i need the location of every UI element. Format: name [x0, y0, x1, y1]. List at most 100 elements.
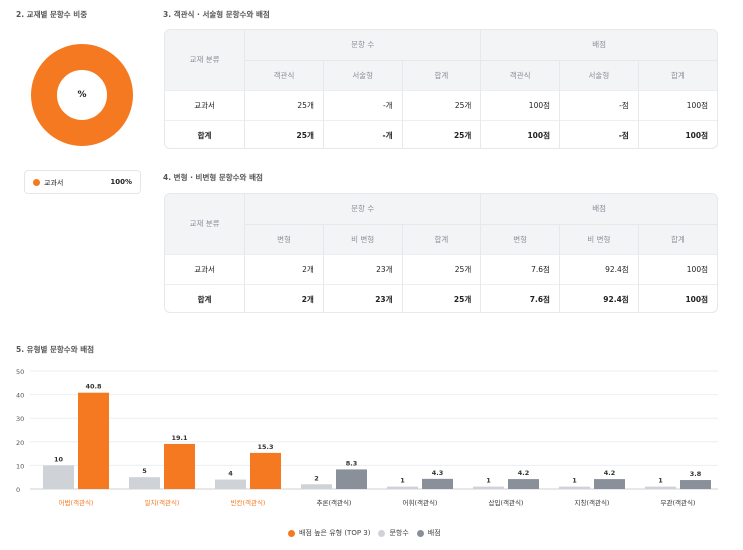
bar-count-label: 2 — [314, 474, 319, 482]
donut-legend: 교과서 100% — [24, 170, 141, 194]
x-category-label: 빈칸(객관식) — [231, 498, 266, 507]
bar-score-label: 15.3 — [257, 443, 273, 451]
bar-count-label: 4 — [228, 470, 233, 478]
legend-label-top3: 배점 높은 유형 (TOP 3) — [299, 529, 371, 537]
row-label: 교과서 — [165, 89, 245, 120]
x-category-label: 지칭(객관식) — [575, 498, 610, 507]
bar-score-label: 8.3 — [346, 459, 358, 467]
y-tick-label: 0 — [16, 486, 20, 494]
bar-score — [508, 479, 539, 489]
header-sub: 합계 — [637, 59, 717, 90]
table-cell: 100점 — [637, 119, 717, 148]
x-category-label: 추론(객관식) — [317, 498, 352, 507]
bar-score-label: 4.2 — [604, 469, 616, 477]
bar-count — [215, 479, 246, 489]
bar-count-label: 5 — [142, 467, 147, 475]
bar-score — [680, 480, 711, 489]
bar-score — [422, 478, 453, 489]
section2-title: 2. 교재별 문항수 비중 — [16, 10, 88, 19]
bar-count-label: 1 — [572, 477, 577, 485]
legend-label-textbook: 교과서 — [44, 179, 64, 187]
bar-score-label: 3.8 — [690, 470, 702, 478]
table-variant-type: 교재 분류 문항 수 배점 변형 비 변형 합계 변형 비 변형 합계 교과서 … — [164, 193, 718, 313]
header-sub: 변형 — [244, 223, 324, 254]
donut-chart — [31, 44, 133, 146]
bar-count-label: 1 — [658, 477, 663, 485]
bar-score-label: 4.3 — [432, 469, 444, 477]
table-cell: 25개 — [401, 253, 481, 284]
header-sub: 합계 — [401, 59, 481, 90]
bar-score-label: 19.1 — [171, 434, 188, 442]
bar-count — [645, 486, 676, 489]
legend-label-count: 문항수 — [389, 529, 409, 537]
table-cell: 23개 — [322, 283, 403, 312]
table-cell: 23개 — [322, 253, 403, 284]
table-cell: 25개 — [401, 89, 481, 120]
x-category-label: 어휘(객관식) — [403, 498, 438, 507]
y-tick-label: 50 — [16, 368, 24, 376]
row-label: 합계 — [165, 283, 245, 312]
table-cell: 100점 — [637, 89, 717, 120]
header-sub: 서술형 — [322, 59, 403, 90]
table-row-total: 합계 2개 23개 25개 7.6점 92.4점 100점 — [165, 283, 717, 312]
bar-count-label: 10 — [54, 455, 64, 463]
bar-count-label: 1 — [486, 477, 491, 485]
bar-count — [301, 484, 332, 489]
table-cell: 7.6점 — [480, 283, 560, 312]
section5-title: 5. 유형별 문항수와 배점 — [16, 345, 95, 354]
bar-count — [387, 486, 418, 489]
table-cell: -점 — [559, 89, 639, 120]
table-row: 교과서 25개 -개 25개 100점 -점 100점 — [165, 89, 717, 120]
bar-score-label: 40.8 — [85, 383, 102, 391]
table-question-type: 교재 분류 문항 수 배점 객관식 서술형 합계 객관식 서술형 합계 교과서 … — [164, 29, 718, 149]
table-cell: 92.4점 — [558, 253, 639, 284]
y-tick-label: 30 — [16, 415, 24, 423]
bar-score — [164, 443, 195, 489]
table-cell: -점 — [559, 119, 639, 148]
row-label: 교과서 — [165, 253, 245, 284]
x-category-label: 일치(객관식) — [145, 498, 180, 507]
header-sub: 객관식 — [244, 59, 324, 90]
bar-count — [473, 486, 504, 489]
bar-score — [336, 469, 367, 489]
bar-chart: 0 10 20 30 40 50 10 40.8 어법(객관식) 5 19.1 일치(객관식) 4 15.… — [16, 368, 718, 507]
table-row: 교과서 2개 23개 25개 7.6점 92.4점 100점 — [165, 253, 717, 284]
table-cell: -개 — [322, 89, 403, 120]
header-sub: 변형 — [480, 223, 560, 254]
y-tick-label: 20 — [16, 439, 24, 447]
header-group-count: 문항 수 — [244, 194, 481, 224]
table-cell: 100점 — [480, 89, 560, 120]
x-category-label: 삽입(객관식) — [489, 498, 524, 507]
legend-value-textbook: 100% — [110, 178, 132, 186]
header-group-score: 배점 — [480, 30, 717, 60]
bar-score — [250, 452, 281, 489]
row-label: 합계 — [165, 119, 245, 148]
legend-label-score: 배점 — [427, 529, 441, 537]
bar-count — [43, 465, 74, 489]
table-cell: 25개 — [401, 119, 481, 148]
header-sub: 서술형 — [559, 59, 639, 90]
header-sub: 합계 — [637, 223, 717, 254]
header-category: 교재 분류 — [165, 194, 245, 254]
chart-legend: 배점 높은 유형 (TOP 3) 문항수 배점 — [288, 528, 441, 538]
donut-center-label: % — [77, 90, 87, 100]
table-row-total: 합계 25개 -개 25개 100점 -점 100점 — [165, 119, 717, 148]
donut-slice-textbook — [31, 44, 133, 146]
header-group-score: 배점 — [480, 194, 717, 224]
legend-dot-count — [378, 529, 386, 537]
table-cell: 100점 — [637, 253, 717, 284]
bar-score — [78, 392, 109, 489]
table-cell: 92.4점 — [558, 283, 639, 312]
table-cell: 25개 — [401, 283, 481, 312]
table-cell: 100점 — [637, 283, 717, 312]
table-cell: 2개 — [244, 253, 324, 284]
x-category-label: 어법(객관식) — [59, 498, 94, 507]
header-category: 교재 분류 — [165, 30, 245, 90]
bar-count-label: 1 — [400, 477, 405, 485]
bar-count — [129, 477, 160, 489]
section4-title: 4. 변형 · 비변형 문항수와 배점 — [163, 173, 263, 182]
x-category-label: 무관(객관식) — [661, 498, 696, 507]
legend-dot-score — [416, 529, 424, 537]
table-cell: -개 — [322, 119, 403, 148]
legend-dot-top3 — [288, 529, 295, 537]
